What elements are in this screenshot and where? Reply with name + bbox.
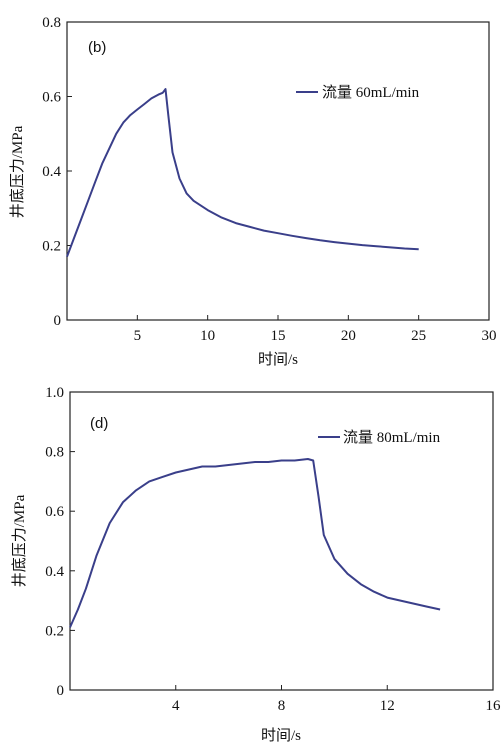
y-tick-label-d: 0.6 — [45, 504, 64, 520]
x-tick-label-b: 30 — [482, 328, 497, 344]
y-tick-label-d: 0.4 — [45, 564, 64, 580]
panel-label-d: (d) — [90, 415, 108, 432]
x-tick-label-b: 15 — [271, 328, 286, 344]
x-tick-label-d: 12 — [380, 698, 395, 714]
plot-frame-b — [66, 21, 490, 321]
legend-label-b: 流量 60mL/min — [322, 84, 420, 101]
x-tick-label-b: 10 — [200, 328, 215, 344]
x-tick-label-b: 5 — [134, 328, 142, 344]
y-tick-label-d: 0.2 — [45, 623, 64, 639]
panel-label-b: (b) — [88, 39, 106, 56]
y-tick-label-b: 0.8 — [42, 15, 61, 31]
y-tick-label-b: 0 — [54, 313, 62, 329]
y-tick-label-d: 1.0 — [45, 385, 64, 401]
x-tick-label-d: 8 — [278, 698, 286, 714]
y-ticks-b: 0 0.2 0.4 0.6 0.8 — [42, 15, 72, 329]
x-ticks-b: 5 10 15 20 25 30 — [134, 315, 497, 344]
y-tick-label-d: 0 — [57, 683, 65, 699]
x-axis-label-d: 时间/s — [261, 727, 301, 744]
y-axis-label-d: 井底压力/MPa — [11, 494, 28, 587]
y-tick-label-b: 0.2 — [42, 239, 61, 255]
y-tick-label-b: 0.6 — [42, 90, 61, 106]
x-tick-label-d: 16 — [486, 698, 502, 714]
x-ticks-d: 4 8 12 16 — [172, 685, 501, 714]
chart-panel-d: 00.20.40.60.81.0 4 8 12 16 (d) 流量 80mL/min … — [11, 385, 501, 744]
series-line-flow-60 — [66, 88, 419, 258]
x-tick-label-d: 4 — [172, 698, 180, 714]
y-ticks-d: 0 0.2 0.4 0.6 0.8 1.0 — [45, 385, 75, 699]
y-axis-label-b: 井底压力/MPa — [9, 125, 26, 218]
x-tick-label-b: 25 — [411, 328, 426, 344]
x-tick-label-b: 20 — [341, 328, 356, 344]
legend-label-d: 流量 80mL/min — [343, 429, 441, 446]
series-line-flow-80 — [69, 458, 441, 628]
y-tick-label-b: 0.4 — [42, 164, 61, 180]
y-tick-label-d: 0.8 — [45, 445, 64, 461]
chart-panel-b: 0 0.2 0.4 0.6 0.8 5 10 15 20 25 30 (b) 流量 60mL/mi… — [9, 15, 497, 368]
x-axis-label-b: 时间/s — [258, 351, 298, 368]
